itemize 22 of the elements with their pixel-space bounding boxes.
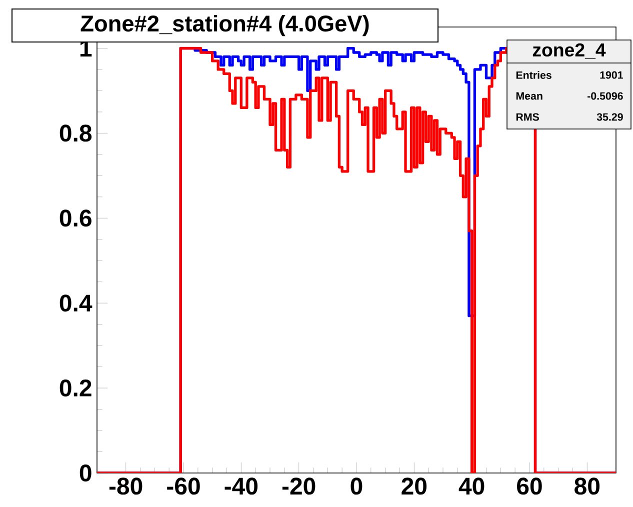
annotation: Mean	[516, 92, 542, 100]
y-tick-label: 0.8	[60, 124, 92, 142]
annotation: -0.5096	[588, 92, 623, 100]
annotation: RMS	[516, 113, 539, 121]
x-tick-label: -40	[224, 478, 258, 495]
y-tick-label: 0	[80, 464, 92, 482]
x-tick-label: 60	[517, 478, 542, 495]
y-tick-label: 0.4	[60, 294, 92, 312]
annotation: zone2_4	[532, 43, 606, 59]
annotation: Entries	[516, 71, 552, 79]
chart-title: Zone#2_station#4 (4.0GeV)	[80, 14, 369, 36]
x-tick-label: 0	[350, 478, 362, 495]
x-tick-label: 20	[402, 478, 427, 495]
y-tick-label: 0.2	[60, 380, 92, 397]
x-tick-label: 80	[574, 478, 600, 495]
y-tick-label: 0.6	[60, 210, 92, 227]
x-tick-label: -60	[167, 478, 200, 495]
x-tick-label: -20	[282, 478, 316, 495]
annotation: 35.29	[596, 113, 623, 121]
x-tick-label: -80	[109, 478, 142, 495]
x-tick-label: 40	[458, 478, 484, 495]
annotation: 1901	[600, 71, 623, 79]
